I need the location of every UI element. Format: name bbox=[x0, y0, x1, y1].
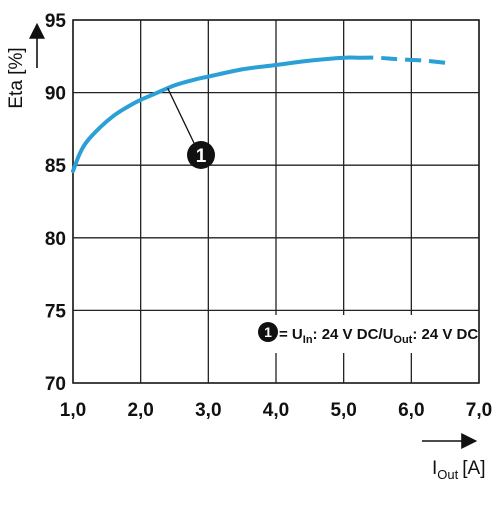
tick-labels: 1,0 2,0 3,0 4,0 5,0 6,0 7,0 70 75 80 85 90 95 bbox=[45, 11, 492, 421]
y-tick-label: 70 bbox=[45, 374, 66, 395]
x-axis-title-unit: [A] bbox=[462, 458, 485, 479]
legend-text-end: : 24 V DC bbox=[412, 326, 478, 343]
y-tick-label: 85 bbox=[45, 156, 67, 177]
legend-text-sub2: Out bbox=[393, 334, 412, 346]
legend-text-mid: : 24 V DC/U bbox=[313, 326, 394, 343]
efficiency-curve-dashed bbox=[357, 55, 453, 66]
series-layer bbox=[71, 55, 453, 174]
x-tick-label: 2,0 bbox=[127, 400, 153, 421]
y-tick-label: 80 bbox=[45, 229, 66, 250]
annotation-marker-label: 1 bbox=[196, 146, 207, 167]
legend-marker-label: 1 bbox=[264, 324, 272, 340]
x-tick-label: 1,0 bbox=[60, 400, 86, 421]
annotation-marker bbox=[187, 141, 215, 169]
legend-text-sub1: In bbox=[303, 334, 313, 346]
legend-text: = UIn: 24 V DC/UOut: 24 V DC bbox=[279, 326, 478, 346]
curve-annotation: 1 bbox=[167, 87, 215, 169]
efficiency-curve-solid bbox=[71, 55, 360, 174]
y-axis-title: Eta [%] bbox=[6, 47, 27, 108]
y-tick-label: 75 bbox=[45, 301, 67, 322]
x-tick-label: 6,0 bbox=[398, 400, 424, 421]
annotation-pointer bbox=[167, 87, 195, 144]
x-tick-label: 4,0 bbox=[263, 400, 289, 421]
legend-marker bbox=[258, 322, 278, 342]
y-tick-label: 90 bbox=[45, 84, 66, 105]
legend-text-eq: = U bbox=[279, 326, 303, 343]
x-tick-label: 7,0 bbox=[466, 400, 492, 421]
x-axis-title: IOut [A] bbox=[432, 458, 485, 482]
x-tick-label: 5,0 bbox=[330, 400, 356, 421]
y-tick-label: 95 bbox=[45, 11, 67, 32]
legend: 1 = UIn: 24 V DC/UOut: 24 V DC bbox=[249, 315, 478, 353]
x-axis-title-sub: Out bbox=[437, 467, 458, 482]
plot-frame bbox=[72, 19, 480, 384]
x-axis-title-main: I bbox=[432, 458, 437, 479]
legend-box bbox=[249, 315, 471, 353]
x-tick-label: 3,0 bbox=[195, 400, 221, 421]
